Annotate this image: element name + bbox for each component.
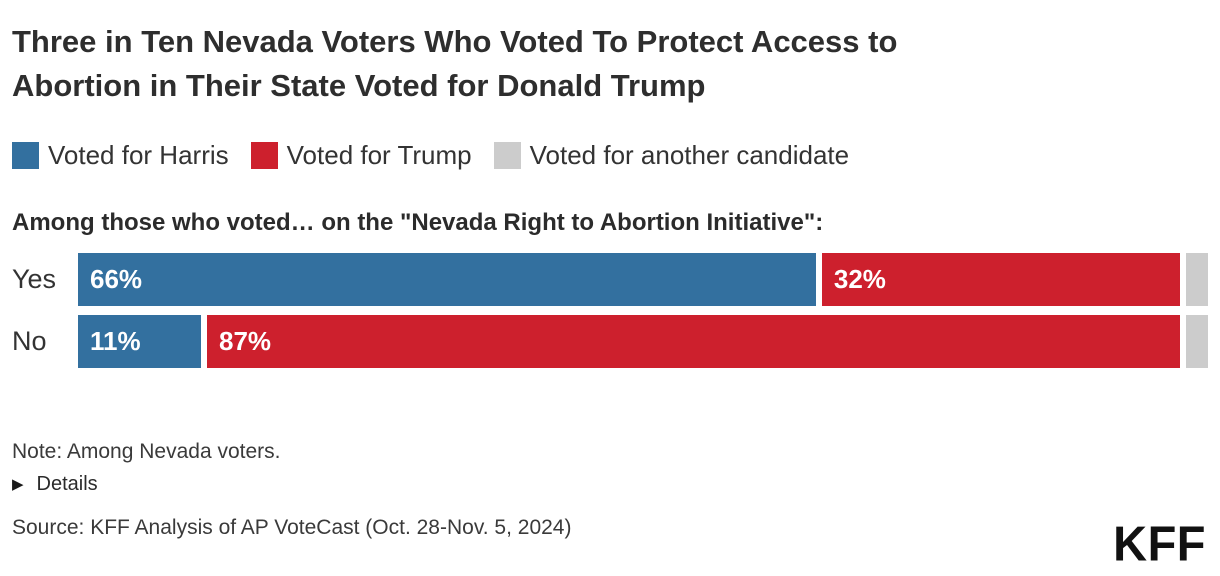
bar-track: 11% 87% [78,315,1208,369]
bar-segment-voted-for-another-candidate [1185,315,1208,369]
note-text: Note: Among Nevada voters. [12,440,281,464]
chart-subtitle: Among those who voted… on the "Nevada Ri… [12,209,824,237]
bar-track: 66% 32% [78,253,1208,307]
category-label: No [12,326,47,357]
bar-segment-voted-for-trump: 32% [821,253,1180,307]
legend-label-harris: Voted for Harris [48,140,229,171]
bar-row: Yes 66% 32% [12,253,1208,307]
bar-segment-voted-for-another-candidate [1185,253,1208,307]
legend-item-trump: Voted for Trump [250,140,472,171]
category-label: Yes [12,264,57,295]
chart-title: Three in Ten Nevada Voters Who Voted To … [12,20,1208,108]
bar-value-label: 32% [833,264,886,295]
chart-title-line1: Three in Ten Nevada Voters Who Voted To … [12,24,898,59]
source-text: Source: KFF Analysis of AP VoteCast (Oct… [12,516,572,540]
bar-value-label: 66% [90,264,143,295]
legend: Voted for Harris Voted for Trump Voted f… [12,140,1208,171]
bar-segment-voted-for-trump: 87% [206,315,1180,369]
bar-chart: Yes 66% 32% No 11% 87% [12,253,1208,369]
bar-segment-voted-for-harris: 11% [78,315,201,369]
details-expander[interactable]: ▶ Details [12,473,98,496]
chart-title-line2: Abortion in Their State Voted for Donald… [12,68,706,104]
legend-item-another: Voted for another candidate [493,140,850,171]
legend-swatch-another-icon [493,142,521,170]
details-expand-icon[interactable]: ▶ [12,476,24,494]
legend-label-another: Voted for another candidate [529,140,850,171]
details-label[interactable]: Details [36,473,98,496]
legend-label-trump: Voted for Trump [286,140,472,171]
bar-value-label: 11% [90,326,141,357]
bar-segment-voted-for-harris: 66% [78,253,816,307]
bar-value-label: 87% [218,326,272,357]
bar-row: No 11% 87% [12,315,1208,369]
legend-swatch-trump-icon [250,142,278,170]
legend-swatch-harris-icon [12,142,39,170]
kff-logo[interactable]: KFF [1113,515,1206,571]
legend-item-harris: Voted for Harris [12,140,229,171]
